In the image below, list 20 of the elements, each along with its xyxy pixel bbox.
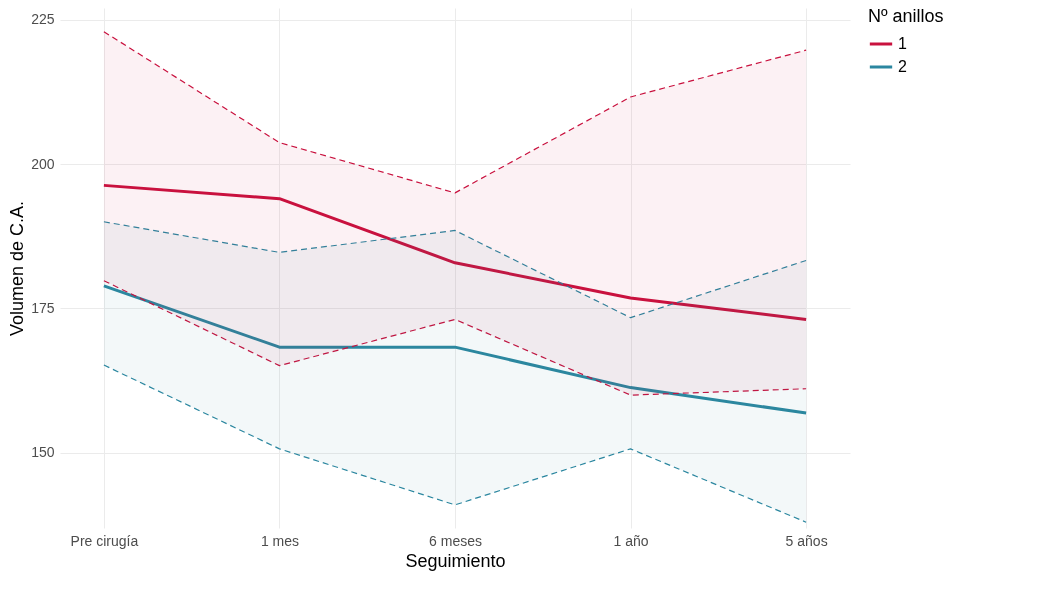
line-series bbox=[103, 221, 807, 319]
line-series bbox=[102, 284, 808, 415]
line-series bbox=[103, 280, 807, 396]
y-tick-label: 150 bbox=[31, 444, 55, 461]
line-series bbox=[103, 31, 807, 194]
x-tick-label: 1 mes bbox=[260, 532, 300, 549]
legend-label: 1 bbox=[898, 35, 907, 52]
y-tick-label: 175 bbox=[31, 299, 55, 316]
x-tick-label: 6 meses bbox=[429, 532, 482, 549]
x-axis-title: Seguimiento bbox=[405, 550, 506, 571]
y-axis-title: Volumen de C.A. bbox=[7, 200, 28, 337]
line-series bbox=[102, 183, 808, 321]
legend-title: Nº anillos bbox=[868, 6, 944, 26]
x-tick-label: Pre cirugía bbox=[70, 532, 139, 549]
line-series bbox=[103, 364, 807, 523]
y-tick-label: 200 bbox=[31, 155, 55, 172]
y-tick-label: 225 bbox=[31, 11, 55, 28]
legend-label: 2 bbox=[898, 58, 907, 75]
x-tick-label: 5 años bbox=[785, 532, 828, 549]
x-tick-label: 1 año bbox=[613, 532, 649, 549]
